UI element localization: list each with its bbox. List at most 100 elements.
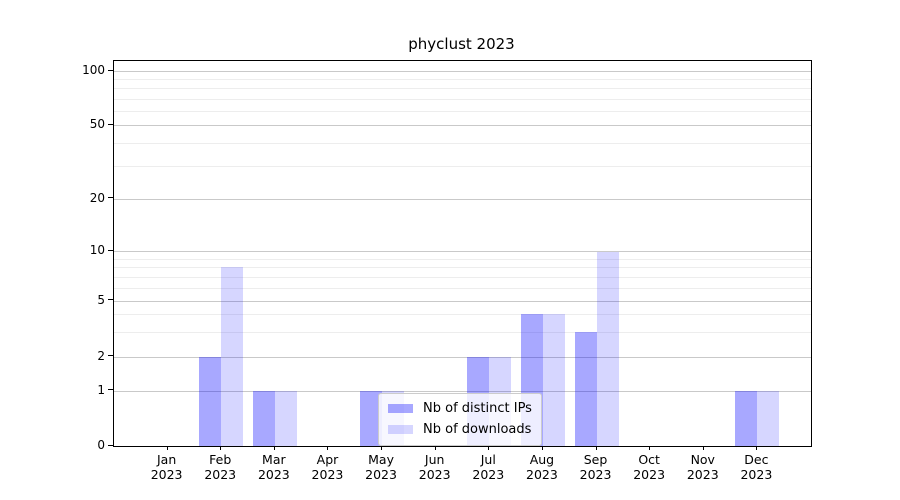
gridline-major-100 xyxy=(114,71,811,72)
legend-row-distinct-ips: Nb of distinct IPs xyxy=(388,400,532,417)
gridline-major-50 xyxy=(114,125,811,127)
x-tick-mar xyxy=(273,446,275,450)
chart-title: phyclust 2023 xyxy=(408,35,515,53)
x-tick-month: Aug xyxy=(529,452,555,467)
gridline-minor-9 xyxy=(114,258,811,260)
x-tick-month: Jan xyxy=(156,452,177,467)
bar-distinct-ips-may xyxy=(360,390,383,446)
bar-downloads-dec xyxy=(757,390,780,446)
gridline-major-10 xyxy=(114,251,811,253)
gridline-minor-70 xyxy=(114,98,811,100)
x-tick-year: 2023 xyxy=(418,467,451,482)
y-tick-100 xyxy=(108,69,113,71)
x-tick-year: 2023 xyxy=(526,467,558,482)
x-tick-month: May xyxy=(368,452,394,467)
y-tick-label-10: 10 xyxy=(89,243,105,258)
x-tick-dec xyxy=(756,446,758,450)
gridline-minor-3 xyxy=(114,331,811,333)
x-tick-month: Oct xyxy=(638,452,660,467)
gridline-minor-90 xyxy=(114,79,811,81)
bar-downloads-sep xyxy=(596,251,619,446)
gridline-minor-7 xyxy=(114,276,811,278)
gridlines-layer xyxy=(114,61,811,446)
x-tick-label-aug: Aug 2023 xyxy=(510,452,574,482)
x-tick-may xyxy=(381,446,383,450)
x-tick-jul xyxy=(488,446,490,450)
x-tick-label-dec: Dec 2023 xyxy=(724,452,788,482)
gridline-minor-8 xyxy=(114,267,811,269)
bar-distinct-ips-sep xyxy=(574,332,597,446)
plot-area: Nb of distinct IPs Nb of downloads xyxy=(113,60,812,447)
x-tick-label-may: May 2023 xyxy=(349,452,413,482)
bar-downloads-feb xyxy=(221,267,244,446)
legend-row-downloads: Nb of downloads xyxy=(388,421,532,438)
x-tick-apr xyxy=(327,446,329,450)
gridline-major-5 xyxy=(114,300,811,302)
y-tick-0 xyxy=(108,444,113,446)
x-tick-nov xyxy=(702,446,704,450)
x-tick-label-feb: Feb 2023 xyxy=(188,452,252,482)
x-tick-year: 2023 xyxy=(633,467,666,482)
x-tick-label-jun: Jun 2023 xyxy=(403,452,467,482)
x-tick-label-jan: Jan 2023 xyxy=(135,452,199,482)
y-tick-label-2: 2 xyxy=(97,348,105,363)
x-tick-jan xyxy=(166,446,168,450)
x-tick-label-mar: Mar 2023 xyxy=(242,452,306,482)
bar-downloads-mar xyxy=(274,390,297,446)
y-tick-label-5: 5 xyxy=(97,292,105,307)
bar-distinct-ips-feb xyxy=(199,357,222,446)
x-tick-month: Nov xyxy=(690,452,715,467)
y-tick-label-1: 1 xyxy=(97,382,105,397)
y-tick-2 xyxy=(108,355,113,357)
x-tick-year: 2023 xyxy=(204,467,237,482)
x-tick-label-apr: Apr 2023 xyxy=(295,452,359,482)
x-tick-year: 2023 xyxy=(686,467,719,482)
y-tick-5 xyxy=(108,299,113,300)
bar-distinct-ips-dec xyxy=(735,390,758,446)
y-tick-10 xyxy=(108,249,113,251)
x-tick-year: 2023 xyxy=(257,467,290,482)
x-tick-month: Mar xyxy=(262,452,286,467)
gridline-minor-4 xyxy=(114,314,811,316)
gridline-minor-60 xyxy=(114,111,811,113)
x-tick-label-jul: Jul 2023 xyxy=(456,452,520,482)
y-tick-20 xyxy=(108,197,113,199)
x-tick-month: Apr xyxy=(316,452,339,467)
bar-distinct-ips-mar xyxy=(252,390,275,446)
x-tick-year: 2023 xyxy=(365,467,397,482)
legend-swatch-distinct-ips xyxy=(388,404,413,413)
y-tick-50 xyxy=(108,123,113,125)
y-tick-label-20: 20 xyxy=(89,190,105,205)
legend-swatch-downloads xyxy=(388,425,413,434)
x-tick-oct xyxy=(649,446,651,450)
x-tick-month: Jun xyxy=(424,452,445,467)
bars-layer xyxy=(114,61,811,446)
gridline-minor-80 xyxy=(114,88,811,90)
x-tick-feb xyxy=(220,446,222,450)
x-tick-jun xyxy=(434,446,436,450)
y-tick-label-100: 100 xyxy=(82,63,105,77)
x-tick-year: 2023 xyxy=(311,467,344,482)
legend-label-distinct-ips: Nb of distinct IPs xyxy=(423,401,532,416)
y-tick-1 xyxy=(108,389,113,391)
y-tick-label-0: 0 xyxy=(97,438,105,452)
bar-downloads-aug xyxy=(542,314,565,446)
x-tick-year: 2023 xyxy=(740,467,773,482)
x-tick-month: Feb xyxy=(209,452,232,467)
x-tick-label-oct: Oct 2023 xyxy=(617,452,681,482)
x-tick-year: 2023 xyxy=(579,467,612,482)
x-tick-year: 2023 xyxy=(472,467,505,482)
legend: Nb of distinct IPs Nb of downloads xyxy=(378,393,542,446)
x-tick-aug xyxy=(541,446,543,450)
x-tick-month: Sep xyxy=(583,452,608,467)
y-tick-label-50: 50 xyxy=(89,117,105,132)
gridline-minor-30 xyxy=(114,166,811,168)
gridline-major-1 xyxy=(114,390,811,392)
gridline-minor-40 xyxy=(114,143,811,145)
legend-label-downloads: Nb of downloads xyxy=(423,422,532,437)
gridline-minor-6 xyxy=(114,287,811,289)
x-tick-sep xyxy=(595,446,597,450)
x-tick-year: 2023 xyxy=(150,467,183,482)
x-tick-label-nov: Nov 2023 xyxy=(671,452,735,482)
